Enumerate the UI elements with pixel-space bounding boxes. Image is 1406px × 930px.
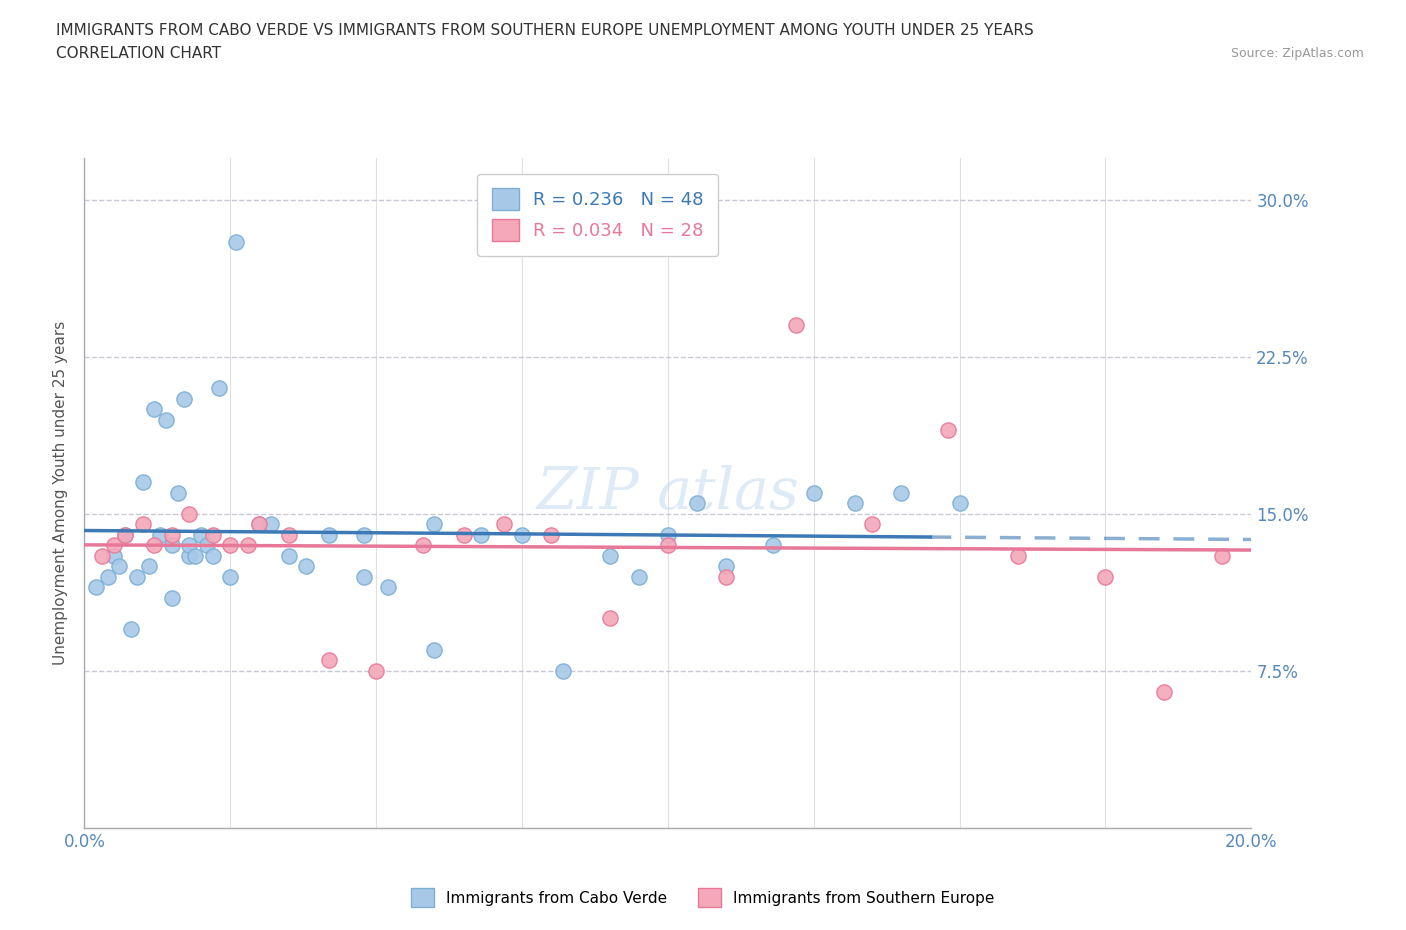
Point (201, 548, 224, 563)
Point (599, 611, 621, 626)
Point (103, 538, 125, 552)
Point (540, 527, 562, 542)
Point (295, 559, 318, 574)
Point (453, 527, 475, 542)
Text: Source: ZipAtlas.com: Source: ZipAtlas.com (1230, 46, 1364, 60)
Point (551, 663, 574, 678)
Point (236, 538, 259, 552)
Point (599, 548, 621, 563)
Point (108, 559, 131, 574)
Point (948, 496, 970, 511)
Point (179, 538, 201, 552)
Point (714, 569, 737, 584)
Point (686, 496, 709, 511)
Point (353, 527, 375, 542)
Point (97, 569, 120, 584)
Text: IMMIGRANTS FROM CABO VERDE VS IMMIGRANTS FROM SOUTHERN EUROPE UNEMPLOYMENT AMONG: IMMIGRANTS FROM CABO VERDE VS IMMIGRANTS… (56, 23, 1033, 38)
Point (494, 517, 516, 532)
Point (1007, 548, 1029, 563)
Point (277, 527, 299, 542)
Point (84, 579, 107, 594)
Point (423, 517, 446, 532)
Point (657, 538, 679, 552)
Point (277, 548, 299, 563)
Point (179, 506, 201, 521)
Point (219, 569, 242, 584)
Point (90, 548, 112, 563)
Point (803, 485, 825, 500)
Legend: R = 0.236   N = 48, R = 0.034   N = 28: R = 0.236 N = 48, R = 0.034 N = 28 (478, 174, 718, 256)
Point (160, 591, 183, 605)
Point (377, 579, 399, 594)
Point (627, 569, 650, 584)
Point (207, 381, 229, 396)
Point (860, 517, 883, 532)
Point (125, 569, 148, 584)
Point (179, 548, 201, 563)
Point (219, 538, 242, 552)
Text: ZIP atlas: ZIP atlas (537, 465, 799, 521)
Point (195, 538, 218, 552)
Legend: Immigrants from Cabo Verde, Immigrants from Southern Europe: Immigrants from Cabo Verde, Immigrants f… (405, 883, 1001, 913)
Point (143, 538, 166, 552)
Point (510, 527, 533, 542)
Point (470, 527, 492, 542)
Point (114, 527, 136, 542)
Y-axis label: Unemployment Among Youth under 25 years: Unemployment Among Youth under 25 years (53, 321, 69, 665)
Point (412, 538, 434, 552)
Point (844, 496, 866, 511)
Point (247, 517, 270, 532)
Point (149, 527, 172, 542)
Point (890, 485, 912, 500)
Point (714, 559, 737, 574)
Point (785, 318, 807, 333)
Text: CORRELATION CHART: CORRELATION CHART (56, 46, 221, 61)
Point (762, 538, 785, 552)
Point (657, 527, 679, 542)
Point (225, 234, 247, 249)
Point (1153, 684, 1175, 699)
Point (423, 643, 446, 658)
Point (160, 538, 183, 552)
Point (247, 517, 270, 532)
Point (138, 559, 160, 574)
Point (366, 663, 388, 678)
Point (318, 653, 340, 668)
Point (1094, 569, 1116, 584)
Point (143, 402, 166, 417)
Point (120, 621, 142, 636)
Point (114, 527, 136, 542)
Point (173, 392, 195, 406)
Point (1211, 548, 1233, 563)
Point (318, 527, 340, 542)
Point (155, 412, 177, 427)
Point (160, 527, 183, 542)
Point (260, 517, 283, 532)
Point (184, 548, 207, 563)
Point (132, 475, 155, 490)
Point (201, 527, 224, 542)
Point (166, 485, 188, 500)
Point (936, 422, 959, 438)
Point (190, 527, 212, 542)
Point (353, 569, 375, 584)
Point (103, 548, 125, 563)
Point (132, 517, 155, 532)
